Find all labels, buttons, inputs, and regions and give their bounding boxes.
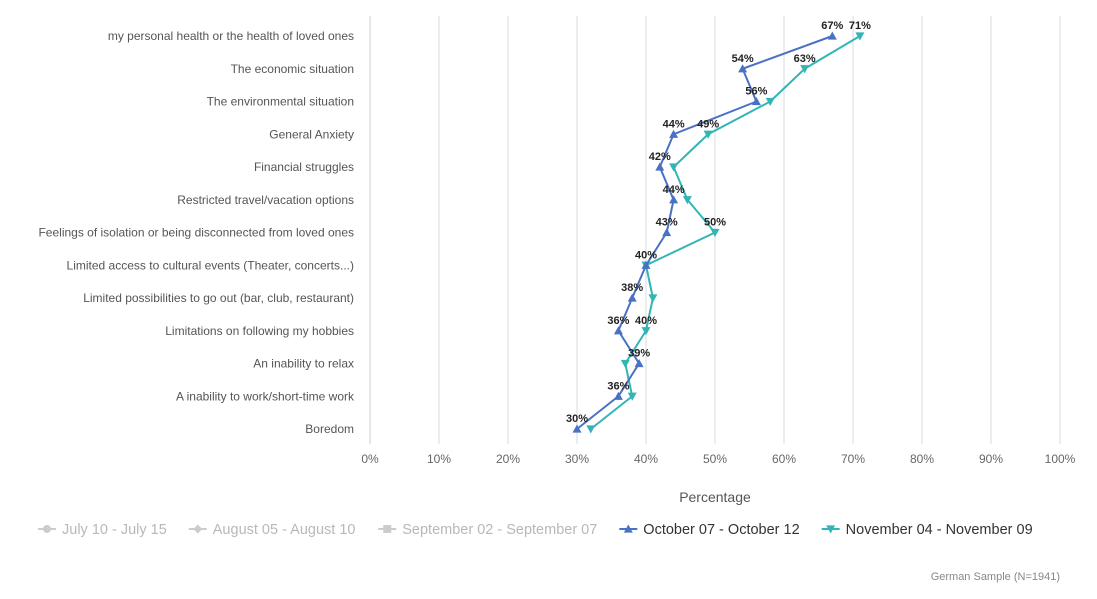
- data-point: [669, 129, 679, 138]
- data-label: 39%: [628, 348, 650, 360]
- data-point: [634, 359, 644, 368]
- data-labels: 67% 54% 56% 44% 42% 44% 43% 40% 38% 36% 39% 36% 30% 7…: [566, 20, 871, 425]
- data-label: 40%: [635, 249, 657, 261]
- legend-label: October 07 - October 12: [643, 522, 799, 538]
- category-label: my personal health or the health of love…: [108, 29, 354, 43]
- legend: July 10 - July 15 August 05 - August 10 Se…: [38, 522, 1033, 538]
- data-point: [738, 64, 748, 73]
- legend-item[interactable]: October 07 - October 12: [619, 522, 800, 538]
- data-point: [627, 392, 637, 401]
- legend-item[interactable]: August 05 - August 10: [188, 522, 356, 538]
- data-point: [682, 196, 692, 205]
- data-point: [655, 162, 665, 171]
- data-point: [669, 163, 679, 172]
- data-label: 38%: [621, 282, 643, 294]
- legend-marker: [193, 524, 203, 534]
- data-label: 36%: [607, 315, 629, 327]
- data-label: 63%: [794, 53, 816, 65]
- data-label: 42%: [649, 151, 671, 163]
- data-point: [800, 65, 810, 74]
- data-point: [641, 327, 651, 336]
- x-tick-label: 30%: [565, 452, 589, 466]
- category-label: Limitations on following my hobbies: [165, 324, 354, 338]
- category-label: The economic situation: [231, 62, 354, 76]
- category-label: Limited access to cultural events (Theat…: [67, 258, 354, 272]
- data-label: 44%: [663, 118, 685, 130]
- data-point: [710, 228, 720, 237]
- legend-item[interactable]: November 04 - November 09: [821, 522, 1033, 538]
- legend-marker: [826, 525, 836, 534]
- series-line: [590, 35, 861, 430]
- category-label: Financial struggles: [254, 160, 354, 174]
- category-label: General Anxiety: [269, 127, 354, 141]
- data-label: 54%: [732, 53, 754, 65]
- data-point: [613, 391, 623, 400]
- footnote: German Sample (N=1941): [931, 571, 1060, 583]
- series: [572, 31, 865, 434]
- category-label: The environmental situation: [207, 95, 354, 109]
- data-point: [572, 424, 582, 433]
- x-tick-label: 60%: [772, 452, 796, 466]
- category-labels: my personal health or the health of love…: [38, 29, 355, 436]
- data-point: [669, 195, 679, 204]
- data-label: 49%: [697, 118, 719, 130]
- category-label: An inability to relax: [253, 357, 354, 371]
- legend-marker: [43, 525, 51, 533]
- data-point: [855, 32, 865, 41]
- data-label: 30%: [566, 413, 588, 425]
- data-point: [662, 228, 672, 237]
- x-tick-label: 0%: [361, 452, 379, 466]
- x-axis-title: Percentage: [679, 489, 751, 505]
- data-point: [620, 359, 630, 368]
- series-november-04-november-09: [586, 32, 865, 434]
- category-label: Restricted travel/vacation options: [177, 193, 354, 207]
- data-point: [648, 294, 658, 303]
- category-label: A inability to work/short-time work: [176, 389, 355, 403]
- data-label: 56%: [745, 86, 767, 98]
- x-tick-label: 40%: [634, 452, 658, 466]
- data-label: 36%: [607, 380, 629, 392]
- category-label: Feelings of isolation or being disconnec…: [38, 226, 354, 240]
- data-point: [827, 31, 837, 40]
- x-tick-label: 10%: [427, 452, 451, 466]
- data-point: [613, 326, 623, 335]
- x-tick-label: 100%: [1045, 452, 1076, 466]
- x-tick-label: 50%: [703, 452, 727, 466]
- legend-label: September 02 - September 07: [402, 522, 597, 538]
- data-label: 67%: [821, 20, 843, 32]
- data-point: [586, 425, 596, 434]
- x-tick-label: 80%: [910, 452, 934, 466]
- legend-label: November 04 - November 09: [846, 522, 1033, 538]
- legend-marker: [383, 525, 392, 533]
- x-tick-label: 90%: [979, 452, 1003, 466]
- x-tick-label: 70%: [841, 452, 865, 466]
- data-label: 71%: [849, 20, 871, 32]
- data-label: 44%: [663, 184, 685, 196]
- legend-item[interactable]: September 02 - September 07: [378, 522, 597, 538]
- data-point: [703, 130, 713, 139]
- data-point: [627, 293, 637, 302]
- data-point: [641, 260, 651, 269]
- data-label: 40%: [635, 315, 657, 327]
- x-tick-label: 20%: [496, 452, 520, 466]
- legend-label: July 10 - July 15: [62, 522, 167, 538]
- data-label: 43%: [656, 217, 678, 229]
- category-label: Boredom: [305, 422, 354, 436]
- data-point: [751, 97, 761, 106]
- legend-item[interactable]: July 10 - July 15: [38, 522, 167, 538]
- x-axis-ticks: 0% 10% 20% 30% 40% 50% 60% 70% 80% 90% 100%: [361, 452, 1075, 466]
- category-label: Limited possibilities to go out (bar, cl…: [83, 291, 354, 305]
- series-line: [576, 35, 833, 430]
- data-point: [765, 97, 775, 106]
- data-label: 50%: [704, 217, 726, 229]
- legend-label: August 05 - August 10: [213, 522, 356, 538]
- series-october-07-october-12: [572, 31, 837, 433]
- legend-marker: [623, 524, 633, 533]
